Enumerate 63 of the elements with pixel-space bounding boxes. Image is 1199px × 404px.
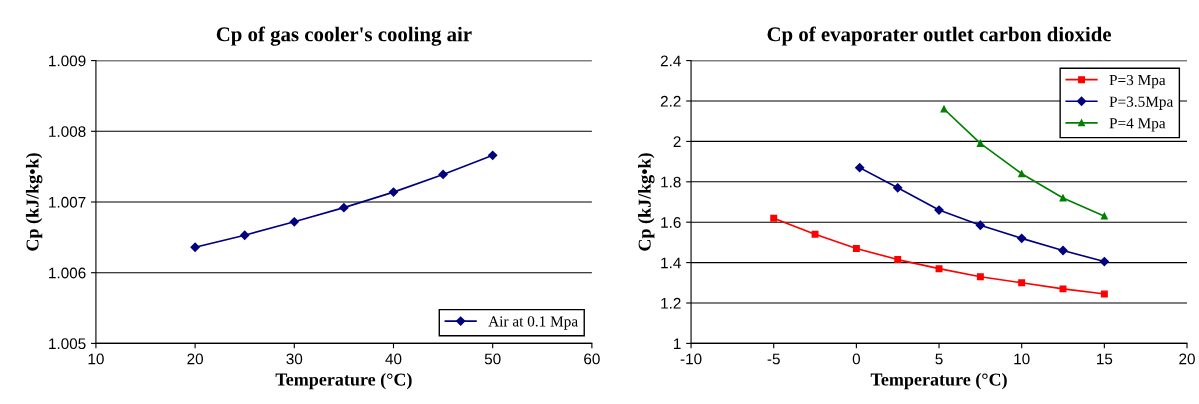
y-tick-label: 1.009 — [49, 55, 86, 67]
point — [1058, 245, 1068, 256]
y-tick-label: 1.8 — [661, 176, 681, 188]
x-tick-label: 40 — [385, 353, 402, 365]
point — [1017, 233, 1027, 243]
y-tick-label: 1.005 — [49, 338, 86, 350]
y-tick-label: 1.4 — [661, 257, 681, 269]
point — [975, 220, 985, 230]
x-tick-label: 20 — [1179, 353, 1195, 365]
chart-title: Cp of evaporater outlet carbon dioxide — [767, 26, 1112, 46]
chart-title: Cp of gas cooler's cooling air — [216, 26, 472, 46]
point — [855, 163, 865, 173]
y-tick-label: 2.2 — [660, 95, 681, 107]
point — [935, 265, 943, 273]
point — [1059, 285, 1067, 293]
point — [240, 230, 250, 240]
x-tick-label: 10 — [88, 353, 104, 365]
point — [852, 244, 860, 252]
y-tick-label: 1.6 — [661, 217, 681, 228]
point — [1018, 170, 1026, 178]
legend-label: P=3.5Mpa — [1109, 96, 1174, 110]
point — [811, 230, 819, 238]
y-axis-title: Cp (kJ/kg•k) — [25, 153, 43, 251]
y-tick-label: 1.007 — [49, 196, 86, 208]
point — [976, 273, 984, 281]
x-tick-label: 60 — [584, 353, 600, 365]
point — [339, 203, 349, 213]
point — [488, 150, 498, 160]
point — [438, 169, 448, 180]
x-tick-label: 10 — [1014, 353, 1030, 365]
point — [1018, 279, 1026, 287]
y-tick-label: 1.006 — [49, 267, 86, 279]
point — [388, 187, 399, 197]
x-tick-label: -5 — [767, 353, 780, 365]
x-tick-label: 5 — [935, 353, 943, 365]
legend-label: Air at 0.1 Mpa — [488, 316, 578, 330]
x-tick-label: 15 — [1097, 353, 1113, 365]
x-tick-label: -10 — [680, 353, 702, 365]
point — [976, 139, 984, 147]
point — [1099, 256, 1109, 267]
x-tick-label: 30 — [286, 353, 303, 365]
x-tick-label: 20 — [187, 353, 204, 365]
point — [940, 105, 948, 113]
x-tick-label: 0 — [852, 353, 861, 365]
y-tick-label: 2.4 — [660, 55, 681, 67]
point — [893, 183, 903, 193]
y-tick-label: 1.2 — [661, 297, 681, 309]
point — [1100, 290, 1108, 298]
y-tick-label: 1 — [674, 338, 681, 349]
point — [289, 217, 299, 227]
y-tick-label: 1.008 — [49, 126, 86, 137]
point — [894, 256, 902, 264]
point — [1100, 212, 1108, 220]
point — [190, 242, 200, 252]
y-tick-label: 2 — [673, 136, 681, 147]
legend-label: P=4 Mpa — [1109, 118, 1166, 132]
x-tick-label: 50 — [484, 353, 501, 365]
x-axis-title: Temperature (°C) — [870, 372, 1007, 390]
point — [934, 205, 944, 215]
x-axis-title: Temperature (°C) — [275, 372, 412, 390]
point — [770, 214, 778, 222]
y-axis-title: Cp (kJ/kg•k) — [638, 153, 655, 251]
legend-label: P=3 Mpa — [1109, 74, 1166, 89]
